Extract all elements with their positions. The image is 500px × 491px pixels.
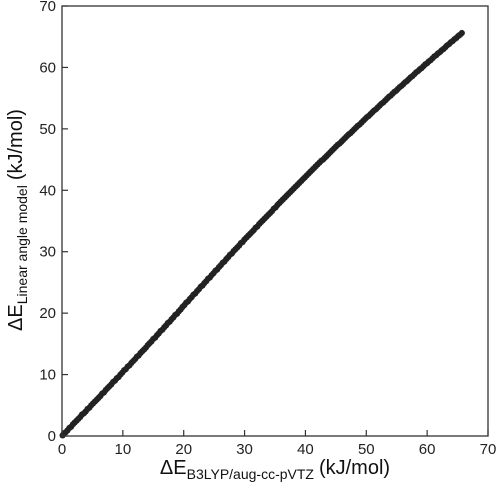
plot-frame	[61, 5, 489, 437]
y-axis-title-base: ΔE	[5, 304, 27, 331]
y-tick-label: 50	[39, 121, 56, 138]
data-point	[458, 29, 465, 37]
x-tick-label: 70	[480, 441, 497, 458]
y-tick-label: 40	[39, 182, 56, 199]
x-axis-title-sub: B3LYP/aug-cc-pVTZ	[187, 466, 315, 482]
y-tick-label: 70	[39, 0, 56, 15]
axis-ticks: 0 10 20 30 40 50 60 70 0 10 20 30 40 50 60 70	[39, 0, 496, 458]
y-axis-title: ΔELinear angle model (kJ/mol)	[5, 109, 30, 331]
y-tick-label: 20	[39, 305, 56, 322]
x-axis-title: ΔEB3LYP/aug-cc-pVTZ (kJ/mol)	[160, 457, 390, 482]
x-tick-label: 50	[358, 441, 375, 458]
y-tick-label: 30	[39, 244, 56, 261]
y-tick-label: 60	[39, 59, 56, 76]
x-tick-label: 60	[419, 441, 436, 458]
y-tick-label: 0	[48, 428, 56, 445]
x-tick-label: 40	[297, 441, 314, 458]
data-points	[59, 29, 465, 439]
x-tick-label: 0	[58, 441, 66, 458]
y-tick-label: 10	[39, 367, 56, 384]
x-tick-label: 10	[115, 441, 132, 458]
x-tick-label: 20	[175, 441, 192, 458]
x-axis-title-unit: (kJ/mol)	[319, 457, 390, 479]
y-axis-title-unit: (kJ/mol)	[5, 109, 27, 180]
x-axis-title-base: ΔE	[160, 457, 187, 479]
y-axis-title-sub: Linear angle model	[14, 185, 30, 304]
x-tick-label: 30	[236, 441, 253, 458]
